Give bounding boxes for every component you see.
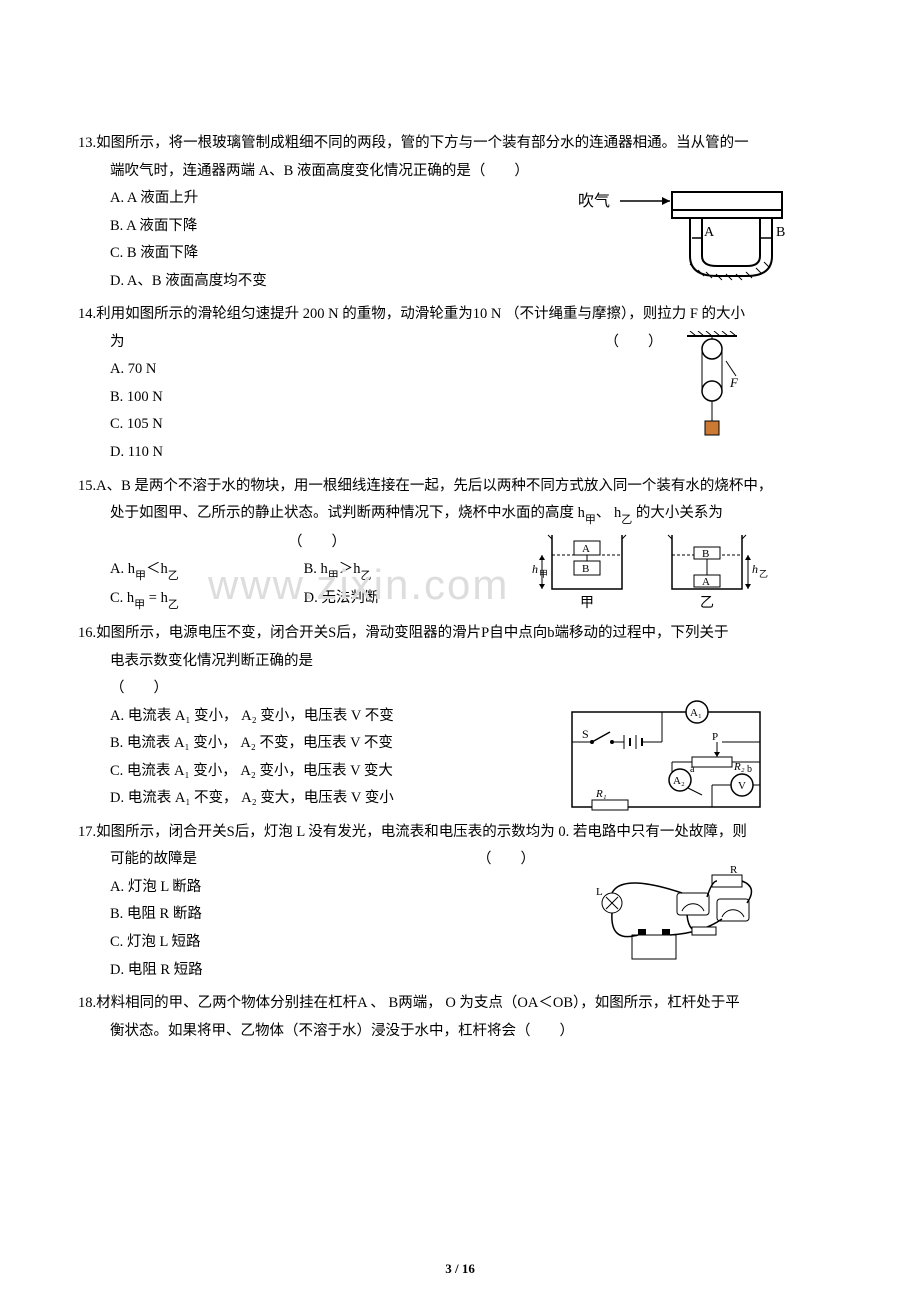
q17-line1: 17.如图所示，闭合开关S后，灯泡 L 没有发光，电流表和电压表的示数均为 0.…	[78, 819, 842, 847]
q16-paren: （ ）	[78, 675, 842, 703]
q14-figure: F	[682, 331, 742, 462]
svg-text:h: h	[532, 562, 538, 576]
svg-text:A₂: A₂	[673, 775, 685, 787]
q15-line2: 处于如图甲、乙所示的静止状态。试判断两种情况下，烧杯中水面的高度 h甲、 h乙 …	[78, 500, 842, 529]
svg-text:h: h	[752, 562, 758, 576]
q13-a-label: A	[704, 225, 715, 240]
svg-text:S: S	[582, 727, 589, 741]
q15-opt-c: C. h甲 = h乙	[110, 585, 300, 614]
page-number: 3 / 16	[0, 1257, 920, 1282]
q16-figure: A₁ S P a R₂b A₂ V	[562, 700, 772, 831]
question-15: 15.A、B 是两个不溶于水的物块，用一根细线连接在一起，先后以两种不同方式放入…	[78, 473, 842, 614]
svg-text:B: B	[582, 563, 589, 575]
svg-text:a: a	[690, 764, 695, 775]
q15-figure: A B h甲 甲 B A h乙 乙	[522, 527, 782, 628]
svg-text:甲: 甲	[539, 569, 548, 579]
q13-line2: 端吹气时，连通器两端 A、B 液面高度变化情况正确的是（ ）	[78, 158, 842, 186]
svg-text:P: P	[712, 731, 718, 743]
q15-opt-d: D. 无法判断	[304, 585, 494, 613]
q13-b-label: B	[776, 225, 785, 240]
question-14: 14.利用如图所示的滑轮组匀速提升 200 N 的重物，动滑轮重为10 N （不…	[78, 301, 842, 466]
question-18: 18.材料相同的甲、乙两个物体分别挂在杠杆A 、 B两端， O 为支点（OA＜O…	[78, 990, 842, 1045]
q18-line2: 衡状态。如果将甲、乙物体（不溶于水）浸没于水中，杠杆将会（ ）	[78, 1018, 842, 1046]
q15-opt-a: A. h甲＜h乙	[110, 556, 300, 585]
svg-text:A₁: A₁	[690, 707, 702, 719]
question-16: 16.如图所示，电源电压不变，闭合开关S后，滑动变阻器的滑片P自中点向b端移动的…	[78, 620, 842, 813]
q14-f-label: F	[729, 375, 739, 390]
svg-text:A: A	[582, 543, 590, 555]
q16-line2: 电表示数变化情况判断正确的是	[78, 648, 842, 676]
svg-text:R: R	[730, 864, 738, 876]
svg-text:V: V	[738, 780, 746, 792]
q18-line1: 18.材料相同的甲、乙两个物体分别挂在杠杆A 、 B两端， O 为支点（OA＜O…	[78, 990, 842, 1018]
question-13: 13.如图所示，将一根玻璃管制成粗细不同的两段，管的下方与一个装有部分水的连通器…	[78, 130, 842, 295]
svg-text:乙: 乙	[700, 595, 714, 611]
svg-text:L: L	[596, 886, 603, 898]
svg-text:甲: 甲	[580, 596, 594, 611]
q15-opt-b: B. h甲＞h乙	[304, 556, 494, 585]
svg-text:B: B	[702, 548, 709, 560]
svg-text:b: b	[747, 764, 752, 775]
q15-line1: 15.A、B 是两个不溶于水的物块，用一根细线连接在一起，先后以两种不同方式放入…	[78, 473, 842, 501]
q13-figure: 吹气 A B	[572, 186, 802, 297]
q13-blow-label: 吹气	[578, 192, 610, 210]
q14-line1: 14.利用如图所示的滑轮组匀速提升 200 N 的重物，动滑轮重为10 N （不…	[78, 301, 842, 329]
svg-text:R₁: R₁	[595, 788, 607, 800]
q16-line1: 16.如图所示，电源电压不变，闭合开关S后，滑动变阻器的滑片P自中点向b端移动的…	[78, 620, 842, 648]
svg-text:乙: 乙	[759, 569, 768, 579]
q17-figure: R L	[582, 863, 772, 984]
q13-line1: 13.如图所示，将一根玻璃管制成粗细不同的两段，管的下方与一个装有部分水的连通器…	[78, 130, 842, 158]
question-17: 17.如图所示，闭合开关S后，灯泡 L 没有发光，电流表和电压表的示数均为 0.…	[78, 819, 842, 984]
svg-text:A: A	[702, 576, 710, 588]
svg-text:R₂: R₂	[733, 761, 745, 773]
